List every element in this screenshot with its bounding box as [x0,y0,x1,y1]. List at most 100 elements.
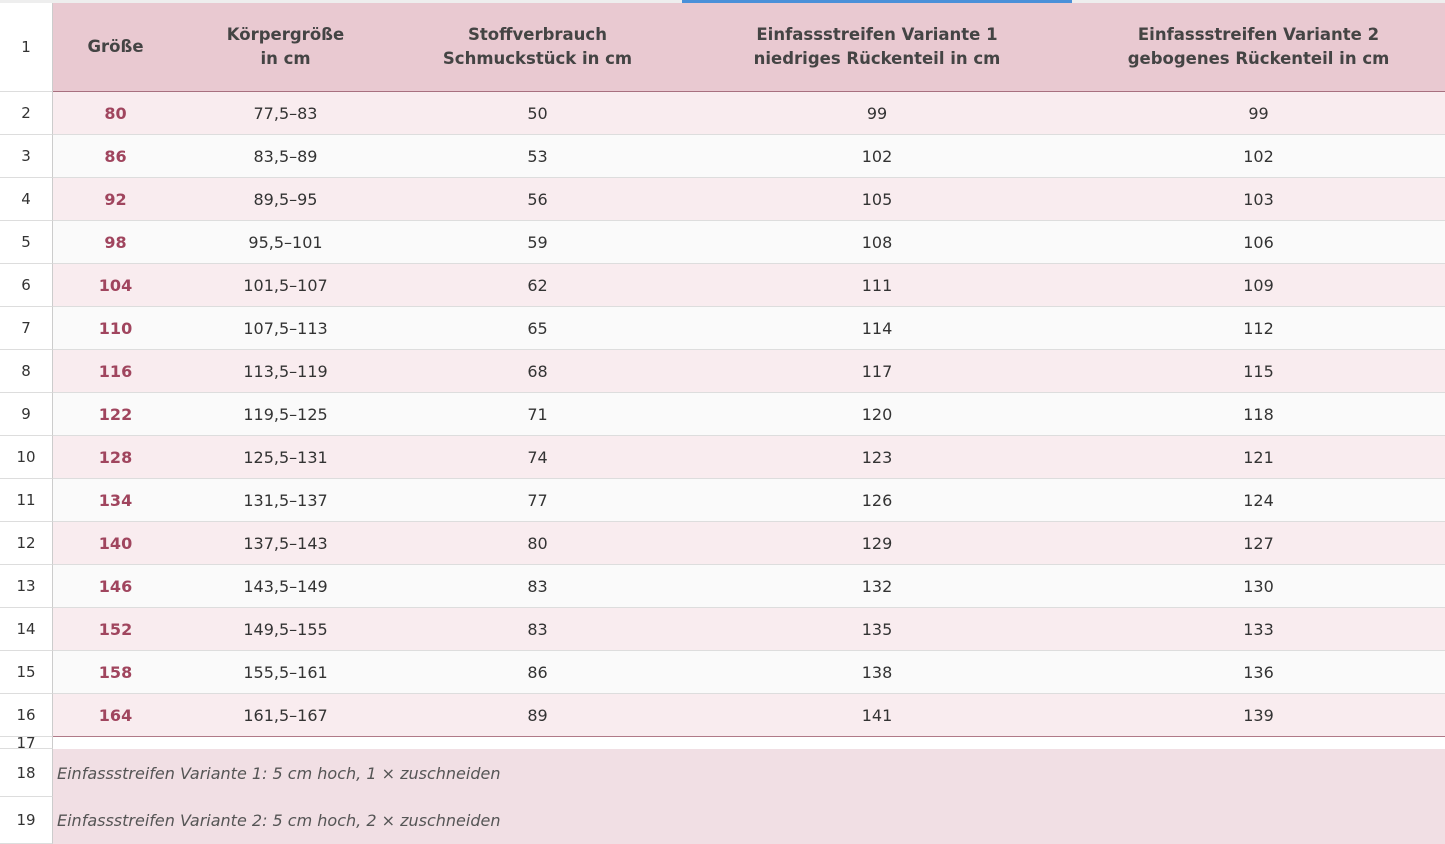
header-cell[interactable]: Einfassstreifen Variante 1 niedriges Rück… [682,3,1072,92]
table-cell[interactable]: 102 [682,135,1072,178]
row-number[interactable]: 14 [0,608,53,651]
table-cell[interactable]: 113,5–119 [178,350,393,393]
table-cell[interactable]: 155,5–161 [178,651,393,694]
table-cell[interactable]: 117 [682,350,1072,393]
table-cell[interactable]: 53 [393,135,682,178]
table-cell[interactable]: 83,5–89 [178,135,393,178]
table-cell[interactable]: 127 [1072,522,1445,565]
table-cell[interactable]: 99 [682,92,1072,135]
table-cell[interactable]: 119,5–125 [178,393,393,436]
row-number[interactable]: 9 [0,393,53,436]
row-number[interactable]: 8 [0,350,53,393]
row-number[interactable]: 6 [0,264,53,307]
table-cell[interactable]: 77,5–83 [178,92,393,135]
table-cell[interactable]: 139 [1072,694,1445,737]
table-cell[interactable]: 59 [393,221,682,264]
row-number[interactable]: 18 [0,749,53,797]
table-cell[interactable]: 164 [53,694,178,737]
table-cell[interactable]: 116 [53,350,178,393]
row-number[interactable]: 19 [0,797,53,844]
table-cell[interactable]: 149,5–155 [178,608,393,651]
table-cell[interactable]: 105 [682,178,1072,221]
table-cell[interactable]: 95,5–101 [178,221,393,264]
table-cell[interactable]: 83 [393,608,682,651]
table-cell[interactable]: 74 [393,436,682,479]
table-cell[interactable]: 161,5–167 [178,694,393,737]
table-cell[interactable]: 89 [393,694,682,737]
table-cell[interactable]: 111 [682,264,1072,307]
table-cell[interactable]: 136 [1072,651,1445,694]
header-cell[interactable]: Einfassstreifen Variante 2 gebogenes Rück… [1072,3,1445,92]
table-cell[interactable]: 123 [682,436,1072,479]
table-cell[interactable]: 62 [393,264,682,307]
table-cell[interactable]: 141 [682,694,1072,737]
table-cell[interactable]: 152 [53,608,178,651]
table-cell[interactable]: 101,5–107 [178,264,393,307]
table-cell[interactable]: 80 [53,92,178,135]
row-number[interactable]: 4 [0,178,53,221]
header-cell[interactable]: Körpergröße in cm [178,3,393,92]
row-number[interactable]: 7 [0,307,53,350]
row-number[interactable]: 2 [0,92,53,135]
table-cell[interactable]: 71 [393,393,682,436]
table-cell[interactable]: 129 [682,522,1072,565]
header-cell[interactable]: Größe [53,3,178,92]
row-number[interactable]: 15 [0,651,53,694]
table-cell[interactable]: 140 [53,522,178,565]
table-cell[interactable]: 143,5–149 [178,565,393,608]
table-cell[interactable]: 80 [393,522,682,565]
table-cell[interactable]: 133 [1072,608,1445,651]
table-cell[interactable]: 134 [53,479,178,522]
table-cell[interactable]: 132 [682,565,1072,608]
table-cell[interactable]: 65 [393,307,682,350]
note-cell[interactable]: Einfassstreifen Variante 1: 5 cm hoch, 1… [53,749,1445,797]
table-cell[interactable]: 131,5–137 [178,479,393,522]
table-cell[interactable]: 108 [682,221,1072,264]
row-number[interactable]: 10 [0,436,53,479]
table-cell[interactable]: 125,5–131 [178,436,393,479]
table-cell[interactable]: 92 [53,178,178,221]
table-cell[interactable]: 83 [393,565,682,608]
table-cell[interactable]: 89,5–95 [178,178,393,221]
table-cell[interactable]: 135 [682,608,1072,651]
table-cell[interactable]: 56 [393,178,682,221]
row-number[interactable]: 3 [0,135,53,178]
table-cell[interactable]: 128 [53,436,178,479]
table-cell[interactable]: 124 [1072,479,1445,522]
table-cell[interactable]: 50 [393,92,682,135]
row-number[interactable]: 1 [0,3,53,92]
table-cell[interactable]: 114 [682,307,1072,350]
row-number[interactable]: 16 [0,694,53,737]
table-cell[interactable]: 158 [53,651,178,694]
table-cell[interactable]: 110 [53,307,178,350]
table-cell[interactable]: 126 [682,479,1072,522]
table-cell[interactable]: 86 [393,651,682,694]
table-cell[interactable]: 120 [682,393,1072,436]
row-number[interactable]: 17 [0,734,53,752]
table-cell[interactable]: 98 [53,221,178,264]
table-cell[interactable]: 102 [1072,135,1445,178]
header-cell[interactable]: Stoffverbrauch Schmuckstück in cm [393,3,682,92]
table-cell[interactable]: 121 [1072,436,1445,479]
table-cell[interactable]: 104 [53,264,178,307]
row-number[interactable]: 13 [0,565,53,608]
row-number[interactable]: 5 [0,221,53,264]
table-cell[interactable]: 146 [53,565,178,608]
table-cell[interactable]: 77 [393,479,682,522]
table-cell[interactable]: 115 [1072,350,1445,393]
table-cell[interactable]: 68 [393,350,682,393]
table-cell[interactable]: 103 [1072,178,1445,221]
table-cell[interactable]: 107,5–113 [178,307,393,350]
table-cell[interactable]: 109 [1072,264,1445,307]
table-cell[interactable]: 99 [1072,92,1445,135]
table-cell[interactable]: 118 [1072,393,1445,436]
table-cell[interactable]: 106 [1072,221,1445,264]
table-cell[interactable]: 130 [1072,565,1445,608]
row-number[interactable]: 12 [0,522,53,565]
table-cell[interactable]: 138 [682,651,1072,694]
table-cell[interactable]: 86 [53,135,178,178]
table-cell[interactable]: 112 [1072,307,1445,350]
table-cell[interactable]: 137,5–143 [178,522,393,565]
note-cell[interactable]: Einfassstreifen Variante 2: 5 cm hoch, 2… [53,797,1445,844]
table-cell[interactable]: 122 [53,393,178,436]
